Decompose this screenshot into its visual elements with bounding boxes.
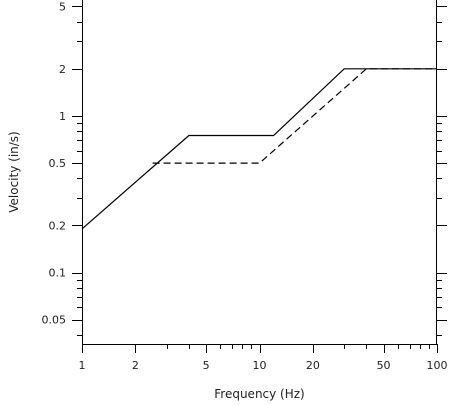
y-tick-label: 5 — [59, 0, 66, 13]
y-tick-label: 0.5 — [49, 157, 67, 170]
y-tick-label: 0.05 — [42, 314, 67, 327]
solid-series-line — [81, 68, 437, 230]
y-tick-label: 0.1 — [49, 267, 67, 280]
y-tick-label: 0.2 — [49, 219, 67, 232]
axis-ticks — [72, 6, 447, 353]
x-tick-label: 10 — [253, 359, 267, 372]
series-lines — [81, 68, 437, 230]
y-tick-label: 1 — [59, 110, 66, 123]
tick-labels: 1 2 5 10 20 50 100 0.05 0.1 0.2 0.5 1 2 5 — [42, 0, 448, 372]
dashed-series-line — [152, 68, 437, 164]
x-tick-label: 20 — [306, 359, 320, 372]
x-tick-label: 2 — [132, 359, 139, 372]
x-tick-label: 1 — [79, 359, 86, 372]
x-axis-title: Frequency (Hz) — [214, 387, 305, 401]
plot-frame — [82, 0, 437, 345]
x-tick-label: 5 — [203, 359, 210, 372]
y-axis-title: Velocity (in/s) — [7, 131, 21, 213]
y-tick-label: 2 — [59, 63, 66, 76]
x-tick-label: 50 — [377, 359, 391, 372]
x-tick-label: 100 — [427, 359, 448, 372]
